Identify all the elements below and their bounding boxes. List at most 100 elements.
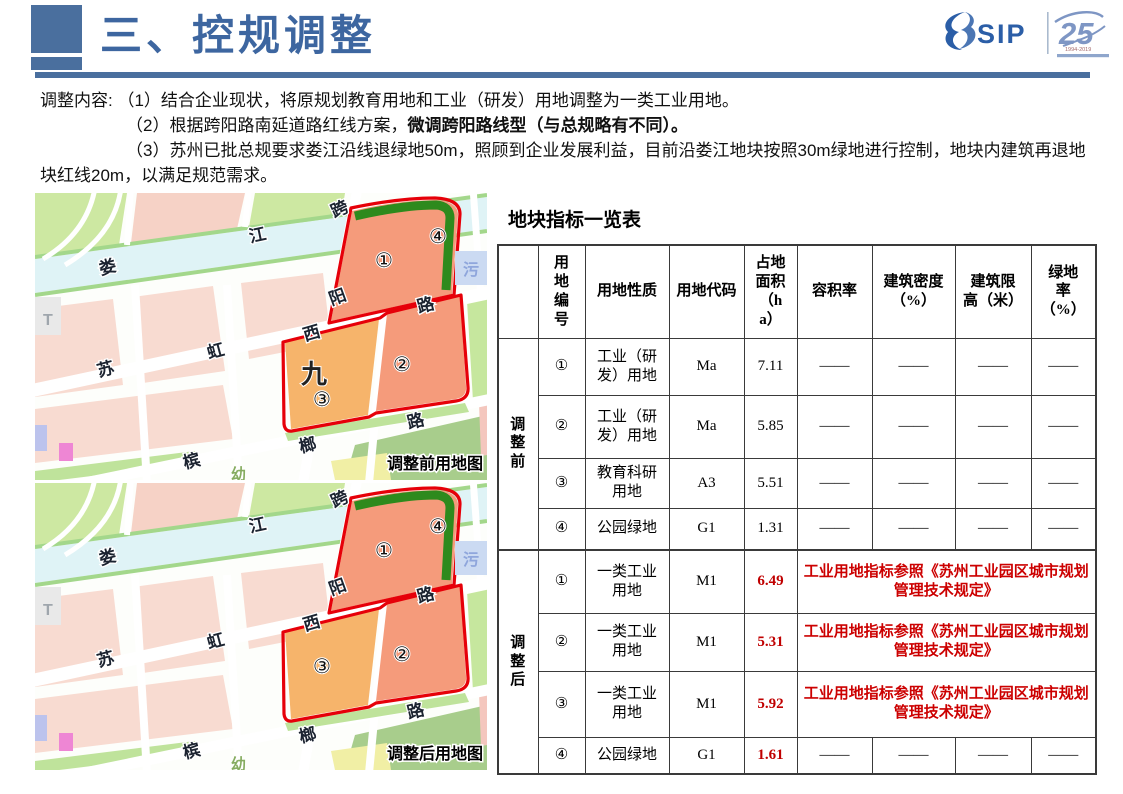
road-label-bin: 槟: [181, 449, 202, 473]
header-group: [497, 244, 539, 339]
plot-1-marker: ①: [375, 248, 393, 272]
table-row: ③ 一类工业 用地 M1 5.92 工业用地指标参照《苏州工业园区城市规划管理技…: [498, 670, 1097, 738]
road-label-lou: 娄: [97, 545, 119, 569]
cell-use: 工业（研 发）用地: [584, 394, 670, 459]
cell-use: 公园绿地: [584, 736, 670, 775]
cell-dash: ——: [1030, 337, 1097, 396]
table-row: 调 整 前 ① 工业（研 发）用地 Ma 7.11 —— —— —— ——: [497, 337, 1097, 551]
cell-dash: ——: [954, 736, 1032, 775]
cell-area: 5.31: [743, 612, 798, 672]
cell-area: 6.49: [743, 549, 798, 614]
table-row: ④ 公园绿地 G1 1.31 —— —— —— ——: [498, 507, 1097, 551]
cell-dash: ——: [871, 736, 956, 775]
road-label-jiang: 江: [247, 514, 268, 536]
cell-code: G1: [668, 736, 745, 775]
plot-2-marker: ②: [393, 642, 411, 666]
facility-block: [455, 541, 487, 575]
logo-divider: [1047, 12, 1049, 54]
sip-logo: SIP 25 1994-2019: [945, 11, 1109, 58]
cell-indicator-note: 工业用地指标参照《苏州工业园区城市规划管理技术规定》: [796, 549, 1097, 614]
cell-dash: ——: [796, 507, 873, 551]
header-land-use: 用地性质: [584, 244, 670, 339]
intro-prefix: 调整内容:: [40, 91, 113, 110]
intro-line-2: （2）根据跨阳路南延道路红线方案，微调跨阳路线型（与总规略有不同）。: [126, 116, 688, 135]
cell-use: 教育科研 用地: [584, 457, 670, 509]
cell-dash: ——: [871, 337, 956, 396]
cell-no: ③: [537, 457, 586, 509]
intro-line-3: （3）苏州已批总规要求娄江沿线退绿地50m，照顾到企业发展利益，目前沿娄江地块按…: [40, 141, 1086, 185]
group-after-label: 调 整 后: [497, 549, 539, 775]
cell-dash: ——: [796, 394, 873, 459]
cell-code: G1: [668, 507, 745, 551]
table-title: 地块指标一览表: [508, 210, 642, 231]
map-label-wu: 污: [463, 260, 479, 279]
map-caption-before: 调整前用地图: [387, 454, 483, 473]
page-title: 三、控规调整: [100, 12, 377, 59]
cell-area: 1.31: [743, 507, 798, 551]
title-decor-bar: [31, 57, 82, 70]
cell-dash: ——: [954, 394, 1032, 459]
table-row: ③ 教育科研 用地 A3 5.51 —— —— —— ——: [498, 457, 1097, 509]
cell-code: A3: [668, 457, 745, 509]
intro-line-2-bold: 微调跨阳路线型（与总规略有不同）。: [407, 116, 688, 135]
cell-dash: ——: [1030, 736, 1097, 775]
sip-swirl-icon: [945, 12, 976, 50]
cell-code: M1: [668, 670, 745, 738]
cell-dash: ——: [1030, 394, 1097, 459]
header-area: 占地 面积 （h a）: [743, 244, 798, 339]
header-density: 建筑密度 （%）: [871, 244, 956, 339]
anniversary-years: 1994-2019: [1065, 47, 1091, 53]
map-label-you: 幼: [231, 755, 246, 770]
cell-use: 一类工业 用地: [584, 612, 670, 672]
cell-dash: ——: [796, 457, 873, 509]
cell-no: ④: [537, 507, 586, 551]
cell-area: 5.92: [743, 670, 798, 738]
cell-code: Ma: [668, 394, 745, 459]
cell-no: ③: [537, 670, 586, 738]
cell-code: Ma: [668, 337, 745, 396]
cell-dash: ——: [871, 394, 956, 459]
plot-3-marker: ③: [313, 387, 331, 411]
header-far: 容积率: [796, 244, 873, 339]
landuse-map-after: T 娄 江 跨 阳 西 苏 虹 路 槟 榔 路 污 幼 ① ④ ② ③ 调整后用…: [35, 483, 487, 770]
map-label-you: 幼: [231, 465, 246, 480]
cell-dash: ——: [954, 507, 1032, 551]
cell-indicator-note: 工业用地指标参照《苏州工业园区城市规划管理技术规定》: [796, 612, 1097, 672]
cell-dash: ——: [1030, 457, 1097, 509]
title-underline: [35, 72, 1090, 78]
group-before-label: 调 整 前: [497, 337, 539, 551]
cell-area: 7.11: [743, 337, 798, 396]
map-label-t: T: [43, 602, 53, 619]
road-label-lang: 榔: [297, 723, 318, 747]
cell-no: ②: [537, 394, 586, 459]
landuse-map-before: T 娄 江 跨 阳 西 苏 虹 路 槟 榔 路 污 幼 ① ④ ② 九 ③ 调整…: [35, 193, 487, 480]
cell-use: 公园绿地: [584, 507, 670, 551]
table-header-row: 用 地 编 号 用地性质 用地代码 占地 面积 （h a） 容积率 建筑密度 （…: [497, 244, 1097, 339]
map-caption-after: 调整后用地图: [387, 744, 483, 763]
cell-dash: ——: [796, 736, 873, 775]
cell-dash: ——: [796, 337, 873, 396]
road-label-bin: 槟: [181, 739, 202, 763]
cell-use: 一类工业 用地: [584, 549, 670, 614]
header-greenrate: 绿地 率 （%）: [1030, 244, 1097, 339]
header-height: 建筑限 高（米）: [954, 244, 1032, 339]
plot-3-jiu-label: 九: [300, 359, 327, 389]
cell-area: 1.61: [743, 736, 798, 775]
cell-dash: ——: [954, 337, 1032, 396]
plot-4-marker: ④: [429, 514, 447, 538]
title-decor-square: [31, 5, 82, 53]
plot-2-marker: ②: [393, 352, 411, 376]
table-row: ④ 公园绿地 G1 1.61 —— —— —— ——: [498, 736, 1097, 775]
plot-3-marker: ③: [313, 654, 331, 678]
anniversary-tagline-bar: [1057, 54, 1109, 58]
road-label-hong: 虹: [205, 340, 226, 363]
cell-indicator-note: 工业用地指标参照《苏州工业园区城市规划管理技术规定》: [796, 670, 1097, 738]
intro-line-1: 调整内容: （1）结合企业现状，将原规划教育用地和工业（研发）用地调整为一类工业…: [40, 91, 739, 110]
cell-no: ②: [537, 612, 586, 672]
plot-indicator-table: 用 地 编 号 用地性质 用地代码 占地 面积 （h a） 容积率 建筑密度 （…: [497, 244, 1097, 775]
header-plot-no: 用 地 编 号: [537, 244, 586, 339]
cell-no: ④: [537, 736, 586, 775]
cell-area: 5.51: [743, 457, 798, 509]
road-label-lang: 榔: [297, 433, 318, 457]
